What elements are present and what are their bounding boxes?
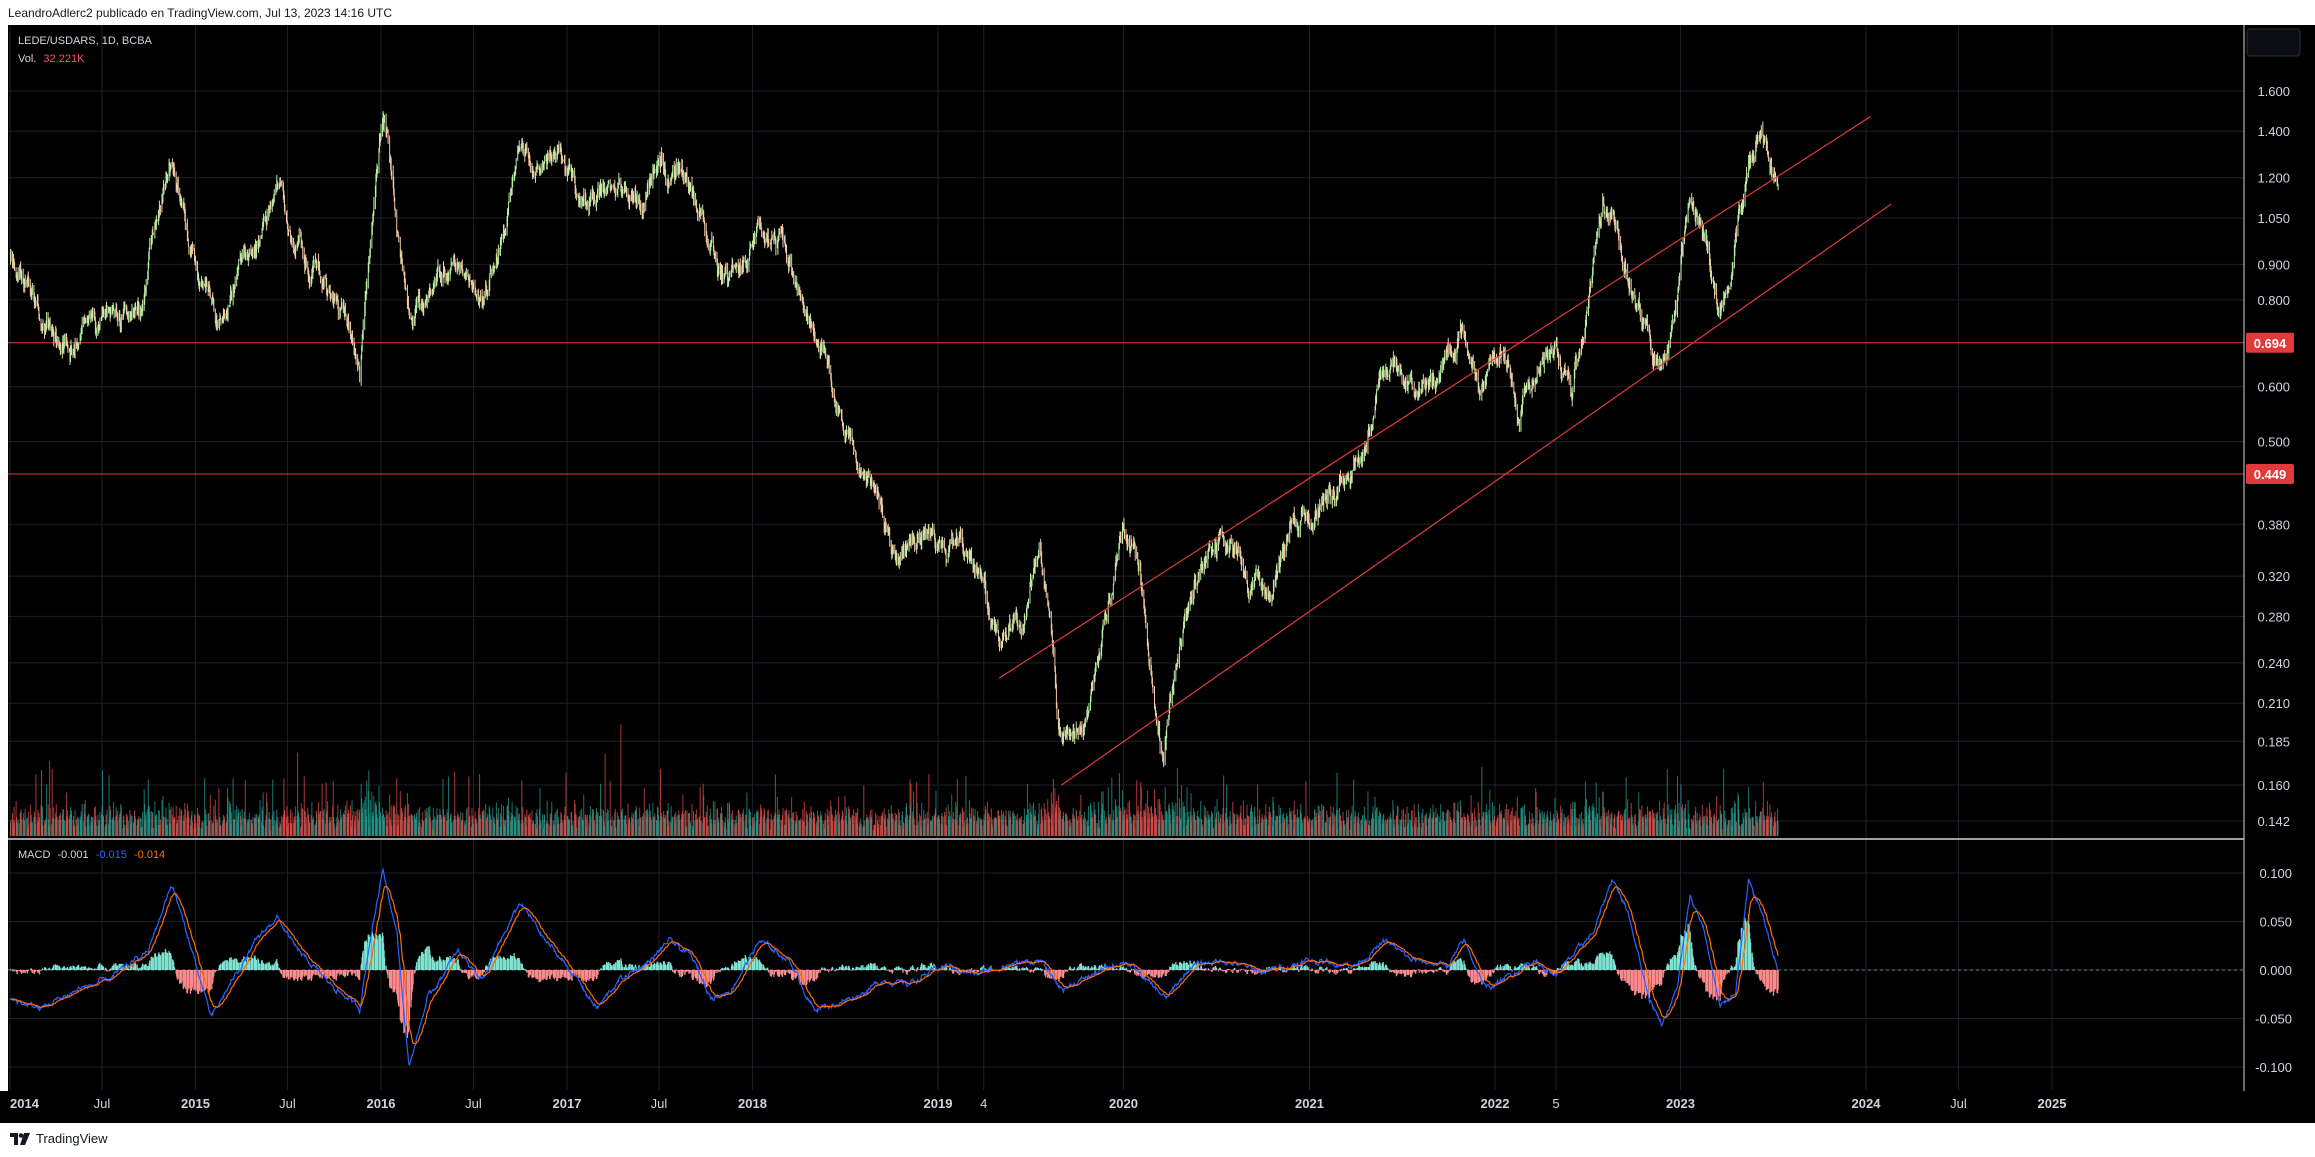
volume-bars xyxy=(10,724,1779,836)
horizontal-levels xyxy=(8,342,2244,475)
publish-header: LeandroAdlerc2 publicado en TradingView.… xyxy=(8,6,393,20)
candles xyxy=(10,111,1779,768)
chart-background xyxy=(8,25,2315,1091)
